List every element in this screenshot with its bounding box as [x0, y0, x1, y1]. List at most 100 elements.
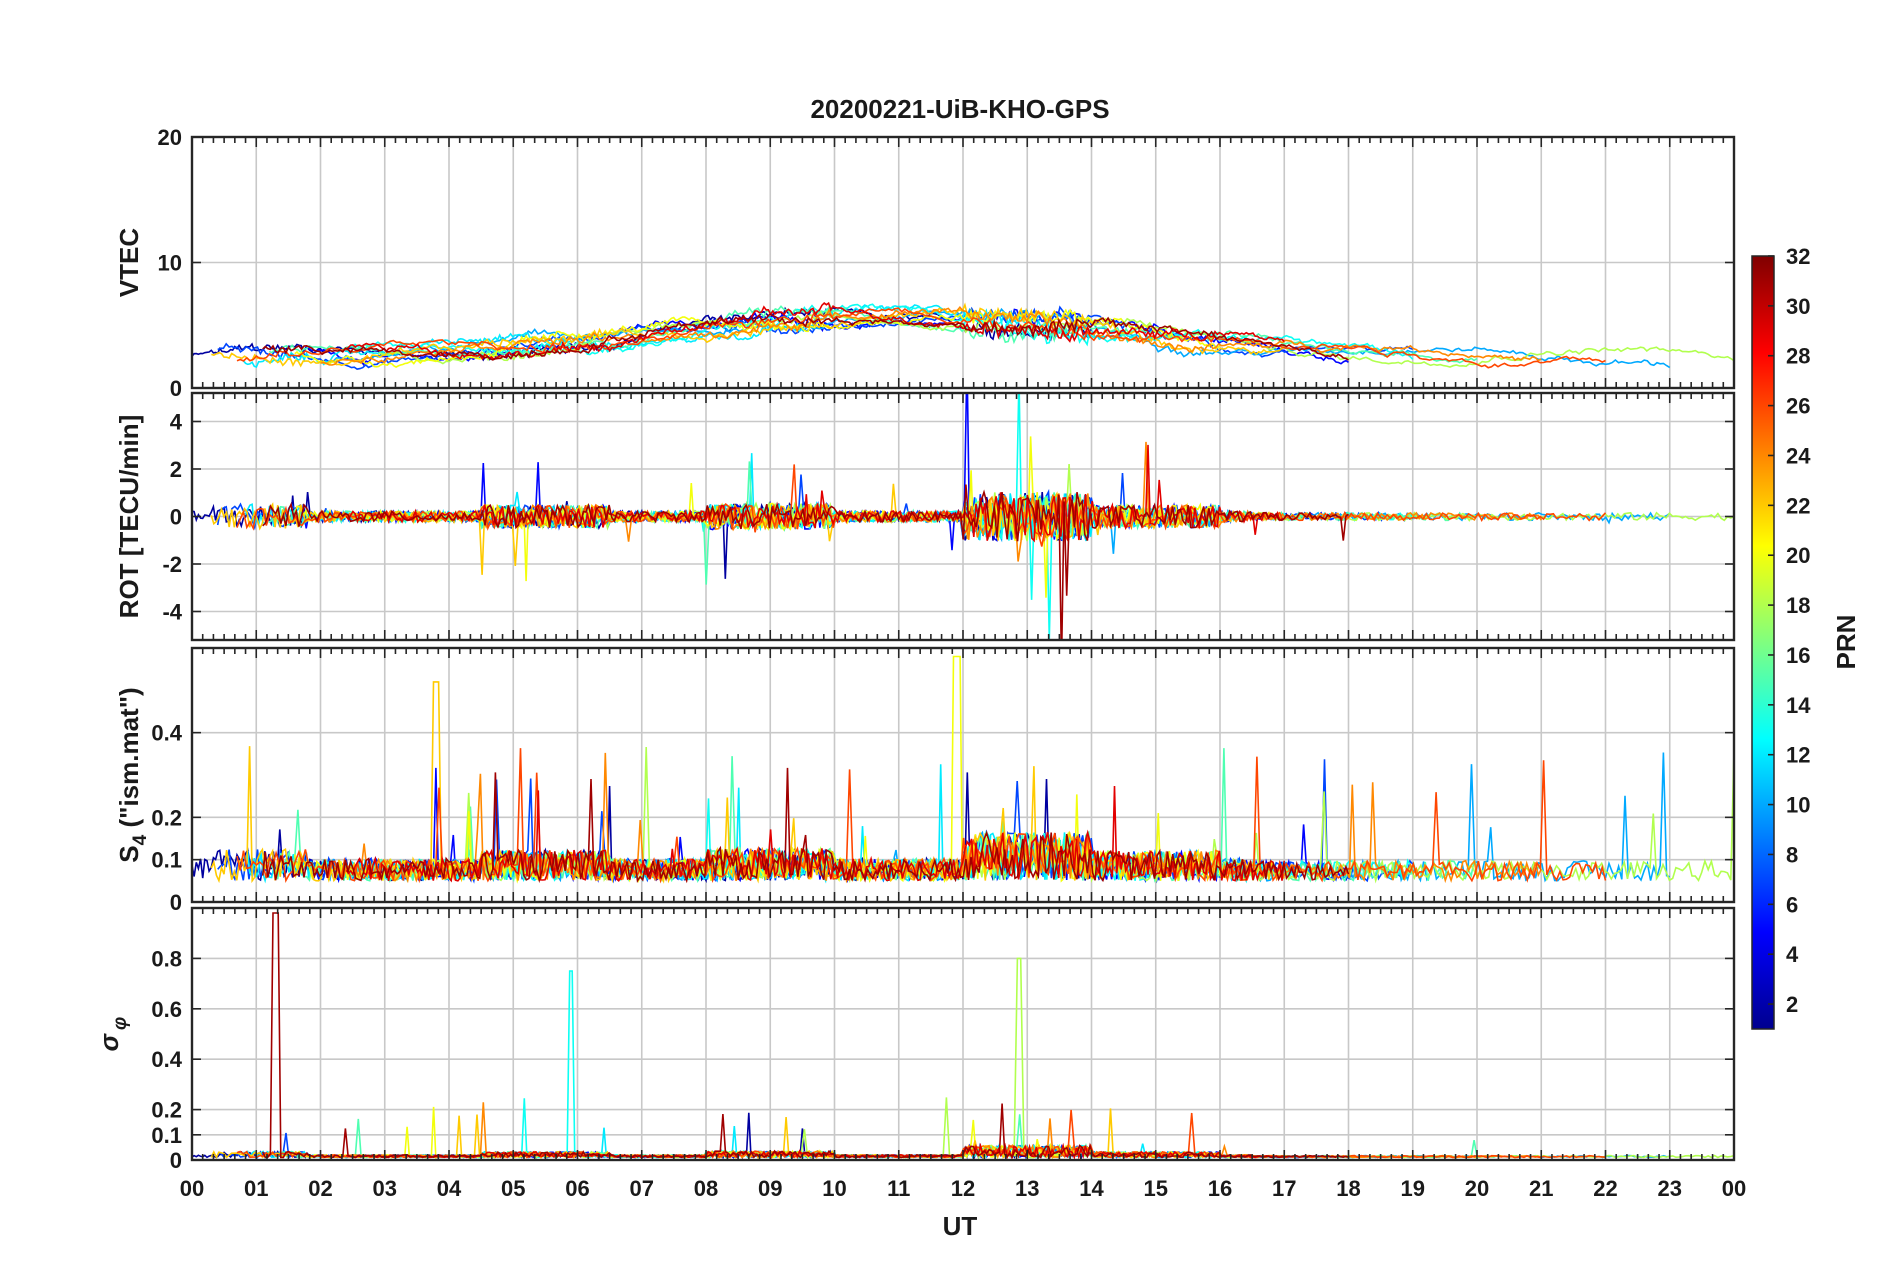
y-axis-label-s4: S4 ("ism.mat")	[114, 687, 151, 862]
x-tick-label: 02	[308, 1176, 332, 1201]
x-tick-label: 20	[1465, 1176, 1489, 1201]
colorbar-label: PRN	[1831, 615, 1861, 670]
series-line-prn-24	[320, 1102, 1542, 1160]
colorbar-tick-label: 2	[1786, 992, 1798, 1017]
x-tick-label: 18	[1336, 1176, 1360, 1201]
y-tick-label: 4	[170, 410, 183, 435]
y-tick-label: 0.4	[151, 721, 182, 746]
y-tick-label: 20	[158, 125, 182, 150]
x-axis: 00 01 02 03 04 05 06 07 08 09 10 11 12 13 14 15 16 17 18 19…	[180, 1176, 1746, 1201]
x-tick-label: 08	[694, 1176, 718, 1201]
x-tick-label: 14	[1079, 1176, 1104, 1201]
x-tick-label: 10	[822, 1176, 846, 1201]
colorbar-tick-label: 4	[1786, 942, 1799, 967]
series-line-prn-13	[352, 970, 1414, 1159]
x-tick-label: 07	[630, 1176, 654, 1201]
x-tick-label: 21	[1529, 1176, 1553, 1201]
colorbar-tick-label: 28	[1786, 344, 1810, 369]
panel-s4: 0 0.1 0.2 0.4S4 ("ism.mat")	[114, 646, 1736, 915]
y-tick-label: 0.1	[151, 848, 182, 873]
grid-vtec	[192, 137, 1734, 388]
series-group-vtec	[192, 301, 1734, 370]
y-tick-label: 0	[170, 505, 182, 530]
ticks-s4	[191, 648, 1735, 903]
y-axis-label-vtec: VTEC	[114, 228, 144, 298]
series-line-prn-15	[268, 1114, 1478, 1160]
colorbar-tick-label: 8	[1786, 842, 1798, 867]
colorbar-tick-label: 16	[1786, 643, 1810, 668]
y-tick-label: 0	[170, 376, 182, 401]
y-tick-label: 10	[158, 251, 182, 276]
y-tick-label: 0.1	[151, 1123, 182, 1148]
y-tick-label: 0	[170, 890, 182, 915]
series-line-prn-29	[345, 785, 1285, 883]
colorbar-tick-label: 14	[1786, 693, 1811, 718]
panel-vtec: 0 10 20 VTEC	[114, 125, 1736, 401]
series-line-prn-31	[262, 484, 1349, 640]
x-tick-label: 15	[1144, 1176, 1168, 1201]
y-tick-label: 2	[170, 457, 182, 482]
y-axis-label-sigma_phi: σφ	[94, 1017, 131, 1052]
x-tick-label: 09	[758, 1176, 782, 1201]
chart-title: 20200221-UiB-KHO-GPS	[810, 94, 1109, 124]
colorbar-tick-label: 26	[1786, 394, 1810, 419]
series-line-prn-24	[319, 441, 1542, 562]
series-line-prn-18	[378, 310, 1734, 368]
x-axis-label: UT	[943, 1211, 978, 1241]
colorbar-tick-label: 22	[1786, 493, 1810, 518]
series-line-prn-13	[352, 393, 1414, 640]
y-axis-label-rot: ROT [TECU/min]	[114, 415, 144, 619]
grid-sigma_phi	[192, 908, 1734, 1160]
x-tick-label: 06	[565, 1176, 589, 1201]
series-line-prn-31	[261, 767, 1350, 884]
series-line-prn-31	[262, 313, 1349, 361]
colorbar-tick-label: 24	[1786, 443, 1811, 468]
y-tick-label: 0.2	[151, 1098, 182, 1123]
panel-rot: -4 -2 0 2 4 ROT [TECU/min]	[114, 391, 1736, 642]
series-line-prn-29	[345, 444, 1285, 543]
series-group-s4	[192, 655, 1734, 884]
colorbar-tick-label: 6	[1786, 892, 1798, 917]
x-tick-label: 05	[501, 1176, 525, 1201]
colorbar-tick-label: 10	[1786, 793, 1810, 818]
x-tick-label: 03	[373, 1176, 397, 1201]
x-tick-label: 12	[951, 1176, 975, 1201]
x-tick-label: 01	[244, 1176, 268, 1201]
x-tick-label: 00	[180, 1176, 204, 1201]
series-line-prn-26	[236, 464, 1607, 547]
series-line-prn-15	[268, 461, 1478, 585]
x-tick-label: 00	[1722, 1176, 1746, 1201]
ticks-vtec	[191, 136, 1735, 389]
panel-sigma_phi: 00.10.2 0.4 0.6 0.8 σφ	[94, 906, 1736, 1173]
x-tick-label: 16	[1208, 1176, 1232, 1201]
series-line-prn-24	[320, 306, 1542, 366]
colorbar-tick-label: 20	[1786, 543, 1810, 568]
series-line-prn-10	[326, 307, 1671, 369]
series-line-prn-31	[261, 912, 1349, 1159]
series-line-prn-22	[210, 681, 1285, 884]
y-tick-label: 0.8	[151, 946, 182, 971]
colorbar-tick-label: 18	[1786, 593, 1810, 618]
colorbar-tick-label: 12	[1786, 743, 1810, 768]
x-tick-label: 23	[1658, 1176, 1682, 1201]
y-tick-label: -2	[162, 552, 182, 577]
y-tick-label: 0.2	[151, 805, 182, 830]
ticks-rot	[191, 393, 1735, 640]
x-tick-label: 04	[437, 1176, 462, 1201]
x-tick-label: 22	[1593, 1176, 1617, 1201]
colorbar-gradient	[1751, 255, 1775, 1030]
colorbar-tick-label: 32	[1786, 244, 1810, 269]
colorbar-tick-label: 30	[1786, 294, 1810, 319]
ticks-sigma_phi	[191, 908, 1735, 1161]
series-group-rot	[192, 393, 1734, 640]
y-tick-label: 0	[170, 1148, 182, 1173]
y-tick-label: 0.6	[151, 997, 182, 1022]
y-tick-label: 0.4	[151, 1047, 182, 1072]
series-line-prn-18	[378, 957, 1734, 1160]
series-line-prn-26	[236, 307, 1606, 369]
x-tick-label: 11	[887, 1176, 910, 1201]
x-tick-label: 13	[1015, 1176, 1039, 1201]
